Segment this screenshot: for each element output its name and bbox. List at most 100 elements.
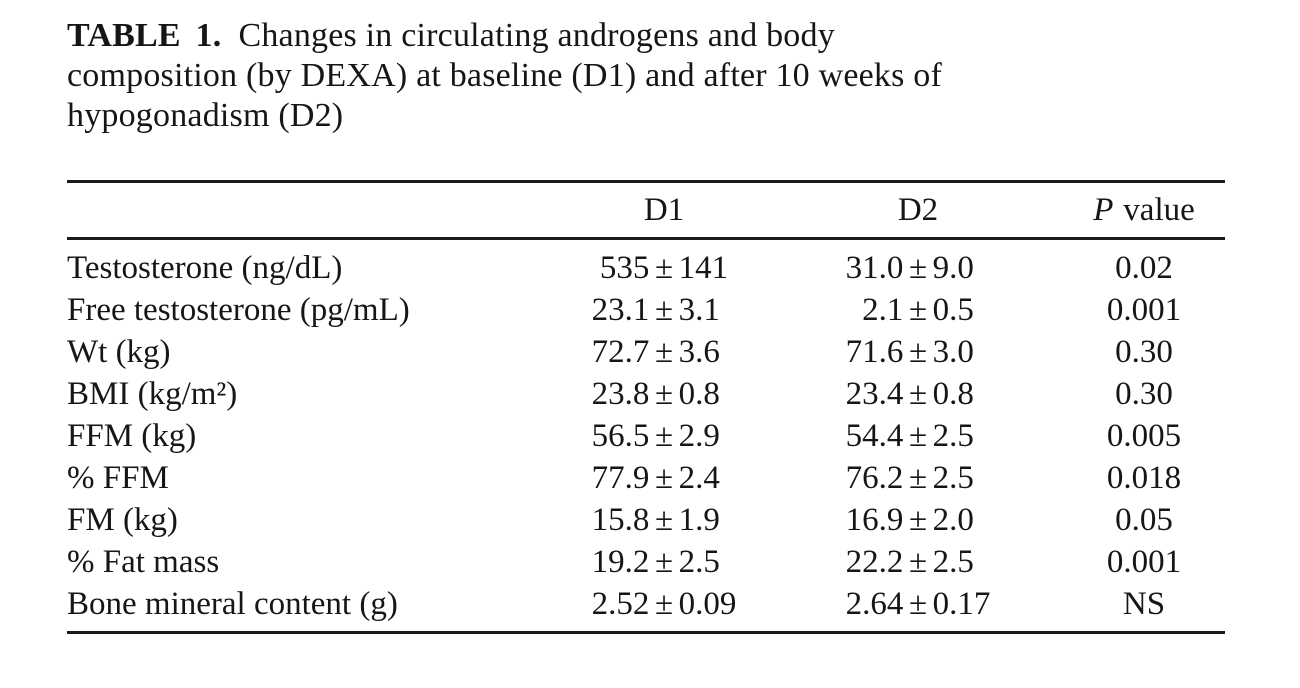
table-row-fm: FM (kg) 15.8 ±1.9 16.9 ±2.0 0.05	[67, 499, 1225, 541]
d1-value: 15.8 ±1.9	[539, 499, 789, 541]
d1-value: 535 ±141	[539, 239, 789, 290]
table-row-free-testosterone: Free testosterone (pg/mL) 23.1 ±3.1 2.1 ±0…	[67, 289, 1225, 331]
p-value: 0.018	[1106, 460, 1182, 496]
p-value-word: value	[1123, 192, 1195, 228]
table-row-bmi: BMI (kg/m²) 23.8 ±0.8 23.4 ±0.8 0.30	[67, 373, 1225, 415]
table-row-pct-ffm: % FFM 77.9 ±2.4 76.2 ±2.5 0.018	[67, 457, 1225, 499]
plus-minus-sign: ±	[908, 334, 928, 370]
row-label: Free testosterone (pg/mL)	[67, 292, 410, 328]
plus-minus-sign: ±	[908, 586, 928, 622]
d2-sd: 9.0	[932, 250, 974, 286]
d2-value: 71.6 ±3.0	[789, 331, 1047, 373]
d2-mean: 31.0	[845, 250, 904, 286]
d2-mean: 2.1	[862, 292, 904, 328]
plus-minus-sign: ±	[908, 376, 928, 412]
caption-text-1: Changes in circulating androgens and bod…	[238, 17, 835, 54]
d1-value: 2.52 ±0.09	[539, 583, 789, 633]
p-value: 0.005	[1106, 418, 1182, 454]
d1-mean: 535	[599, 250, 650, 286]
d2-sd: 0.17	[932, 586, 991, 622]
d2-value: 31.0 ±9.0	[789, 239, 1047, 290]
header-empty-cell	[67, 181, 539, 240]
d1-sd: 141	[678, 250, 729, 286]
d1-mean: 2.52	[591, 586, 650, 622]
plus-minus-sign: ±	[908, 460, 928, 496]
d1-value: 23.1 ±3.1	[539, 289, 789, 331]
d1-mean: 56.5	[591, 418, 650, 454]
d2-sd: 0.5	[932, 292, 974, 328]
d1-sd: 2.9	[678, 418, 720, 454]
d2-value: 22.2 ±2.5	[789, 541, 1047, 583]
d1-mean: 72.7	[591, 334, 650, 370]
p-italic: P	[1093, 192, 1114, 228]
plus-minus-sign: ±	[654, 376, 674, 412]
plus-minus-sign: ±	[654, 460, 674, 496]
d1-value: 77.9 ±2.4	[539, 457, 789, 499]
d2-value: 2.64 ±0.17	[789, 583, 1047, 633]
d2-sd: 2.5	[932, 544, 974, 580]
d1-sd: 2.4	[678, 460, 720, 496]
d1-value: 56.5 ±2.9	[539, 415, 789, 457]
caption-line-3: hypogonadism (D2)	[67, 97, 344, 134]
d2-mean: 22.2	[845, 544, 904, 580]
plus-minus-sign: ±	[908, 502, 928, 538]
row-label: BMI (kg/m²)	[67, 376, 238, 412]
plus-minus-sign: ±	[654, 292, 674, 328]
table-row-bone-mineral-content: Bone mineral content (g) 2.52 ±0.09 2.64 ±…	[67, 583, 1225, 633]
d2-sd: 2.5	[932, 460, 974, 496]
table-number-label: TABLE 1.	[67, 17, 222, 54]
table-row-ffm: FFM (kg) 56.5 ±2.9 54.4 ±2.5 0.005	[67, 415, 1225, 457]
column-header-d2: D2	[789, 181, 1047, 240]
plus-minus-sign: ±	[654, 502, 674, 538]
row-label: Wt (kg)	[67, 334, 171, 370]
d2-mean: 54.4	[845, 418, 904, 454]
p-value: 0.05	[1115, 502, 1173, 538]
d1-mean: 23.8	[591, 376, 650, 412]
d1-sd: 0.8	[678, 376, 720, 412]
d2-mean: 71.6	[845, 334, 904, 370]
d1-sd: 1.9	[678, 502, 720, 538]
d1-sd: 3.1	[678, 292, 720, 328]
d2-value: 76.2 ±2.5	[789, 457, 1047, 499]
d1-mean: 19.2	[591, 544, 650, 580]
row-label: Testosterone (ng/dL)	[67, 250, 343, 286]
d1-value: 19.2 ±2.5	[539, 541, 789, 583]
plus-minus-sign: ±	[908, 544, 928, 580]
table-row-testosterone: Testosterone (ng/dL) 535 ±141 31.0 ±9.0 0.…	[67, 239, 1225, 290]
plus-minus-sign: ±	[654, 250, 674, 286]
d2-mean: 16.9	[845, 502, 904, 538]
d2-mean: 2.64	[845, 586, 904, 622]
caption-line-1: TABLE 1. Changes in circulating androgens…	[67, 16, 1217, 56]
p-value: NS	[1122, 586, 1166, 622]
p-value: 0.30	[1115, 376, 1173, 412]
p-value: 0.001	[1106, 544, 1182, 580]
d1-value: 23.8 ±0.8	[539, 373, 789, 415]
table-row-pct-fat-mass: % Fat mass 19.2 ±2.5 22.2 ±2.5 0.001	[67, 541, 1225, 583]
row-label: % Fat mass	[67, 544, 220, 580]
plus-minus-sign: ±	[908, 292, 928, 328]
d1-mean: 23.1	[591, 292, 650, 328]
d2-sd: 0.8	[932, 376, 974, 412]
plus-minus-sign: ±	[654, 418, 674, 454]
d2-sd: 3.0	[932, 334, 974, 370]
caption-line-2: composition (by DEXA) at baseline (D1) a…	[67, 57, 942, 94]
plus-minus-sign: ±	[654, 334, 674, 370]
plus-minus-sign: ±	[908, 418, 928, 454]
d2-mean: 23.4	[845, 376, 904, 412]
d2-mean: 76.2	[845, 460, 904, 496]
row-label: Bone mineral content (g)	[67, 586, 398, 622]
row-label: FM (kg)	[67, 502, 178, 538]
d1-mean: 77.9	[591, 460, 650, 496]
d2-value: 16.9 ±2.0	[789, 499, 1047, 541]
d1-sd: 3.6	[678, 334, 720, 370]
d2-value: 23.4 ±0.8	[789, 373, 1047, 415]
d2-sd: 2.0	[932, 502, 974, 538]
column-header-d1: D1	[539, 181, 789, 240]
row-label: % FFM	[67, 460, 169, 496]
